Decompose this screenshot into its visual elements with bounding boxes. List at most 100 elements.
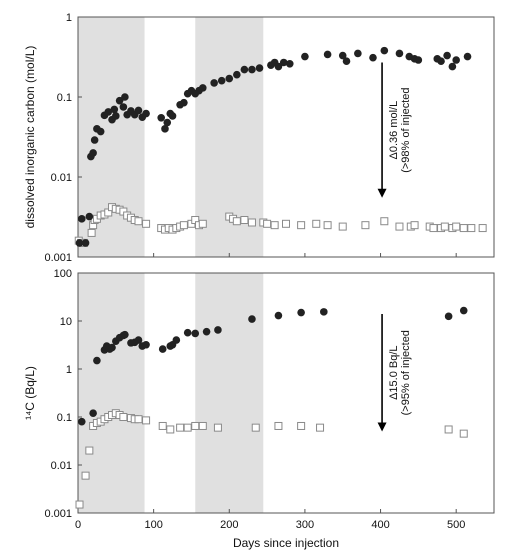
- data-point-filled: [119, 103, 128, 111]
- data-point-open: [213, 423, 222, 432]
- data-point-open: [316, 423, 325, 432]
- x-tick-label: 400: [371, 519, 389, 531]
- data-point-filled: [443, 51, 451, 60]
- data-point-filled: [157, 113, 165, 122]
- y-tick-label: 10: [60, 316, 72, 328]
- data-point-filled: [274, 311, 283, 320]
- data-point-filled: [354, 49, 362, 58]
- y-tick-label: 0.01: [51, 172, 72, 184]
- data-point-filled: [75, 239, 84, 247]
- data-point-filled: [77, 417, 86, 426]
- x-tick-label: 300: [296, 519, 314, 531]
- y-tick-label: 100: [54, 268, 72, 280]
- data-point-open: [119, 413, 128, 421]
- plot-border: [77, 16, 495, 258]
- data-point-filled: [301, 52, 309, 61]
- x-axis-label: Days since injection: [233, 536, 339, 550]
- data-point-open: [85, 446, 94, 455]
- data-point-filled: [172, 336, 181, 344]
- y-tick-label: 0.001: [44, 508, 72, 520]
- shaded-region: [195, 273, 264, 513]
- data-point-filled: [161, 125, 169, 133]
- y-tick-label: 0.1: [57, 92, 72, 104]
- x-tick-label: 500: [447, 519, 465, 531]
- data-point-open: [81, 471, 90, 480]
- data-point-open: [166, 425, 175, 434]
- data-point-filled: [104, 108, 113, 116]
- data-point-open: [134, 217, 143, 226]
- data-point-open: [444, 425, 453, 434]
- data-point-open: [395, 222, 404, 231]
- data-point-open: [478, 224, 487, 233]
- data-point-filled: [248, 65, 256, 74]
- annotation-line-1: Δ0.36 mol/L: [388, 101, 400, 160]
- data-point-filled: [448, 62, 457, 71]
- injection-annotation: Δ0.36 mol/L (>98% of injected: [377, 62, 412, 198]
- data-point-filled: [320, 308, 328, 316]
- data-point-filled: [452, 56, 460, 64]
- x-tick-label: 0: [75, 519, 81, 531]
- data-point-open: [134, 415, 143, 424]
- shaded-regions: [78, 273, 264, 513]
- data-point-filled: [369, 53, 377, 62]
- data-point-filled: [225, 74, 234, 83]
- panel-c14: 0.001 0.01 0.1 1 10 100 0 100 200 300 400 500 Δ15.…: [23, 268, 495, 531]
- data-point-open: [361, 221, 370, 230]
- data-point-filled: [437, 57, 445, 66]
- series-open-squares: [75, 409, 468, 509]
- data-point-open: [440, 222, 449, 231]
- data-point-filled: [217, 76, 226, 85]
- data-point-filled: [255, 64, 264, 72]
- data-point-filled: [297, 308, 305, 317]
- data-point-open: [429, 224, 438, 233]
- data-point-filled: [89, 409, 97, 417]
- data-point-open: [198, 421, 207, 430]
- data-point-open: [274, 421, 283, 430]
- data-point-open: [459, 429, 468, 438]
- annotation-line-2: (>95% of injected: [400, 330, 412, 415]
- data-point-filled: [180, 98, 188, 107]
- x-tick-label: 200: [220, 519, 238, 531]
- data-point-open: [338, 222, 347, 231]
- data-point-filled: [463, 52, 472, 61]
- data-point-filled: [202, 327, 211, 336]
- data-point-open: [232, 217, 241, 226]
- data-point-open: [158, 421, 167, 430]
- data-point-filled: [121, 93, 129, 101]
- data-point-filled: [85, 212, 94, 221]
- annotation-line-1: Δ15.0 Bq/L: [388, 345, 400, 399]
- data-point-open: [297, 421, 306, 430]
- data-point-filled: [81, 239, 90, 247]
- y-axis: 0.001 0.01 0.1 1 10 100: [44, 268, 82, 520]
- data-point-filled: [214, 326, 222, 334]
- data-point-open: [270, 221, 279, 230]
- data-point-filled: [248, 315, 256, 323]
- panel-dic: 0.001 0.01 0.1 1 Δ0.36 mol/L (>98% of injec…: [23, 12, 495, 264]
- x-tick-label: 100: [144, 519, 162, 531]
- arrow-down-icon: [377, 188, 387, 198]
- data-point-filled: [121, 330, 129, 339]
- y-axis-label: ¹⁴C (Bq/L): [23, 366, 37, 420]
- data-point-filled: [274, 62, 283, 71]
- annotation-line-2: (>98% of injected: [400, 87, 412, 172]
- data-point-filled: [112, 112, 120, 120]
- series-filled-circles: [77, 306, 468, 426]
- plot-frame: [77, 272, 495, 514]
- data-point-filled: [279, 58, 288, 67]
- data-point-filled: [134, 336, 143, 344]
- data-point-filled: [395, 49, 404, 58]
- data-point-filled: [380, 46, 389, 55]
- data-point-open: [282, 219, 290, 228]
- data-point-filled: [90, 136, 99, 144]
- data-point-filled: [89, 149, 97, 157]
- data-point-open: [467, 224, 476, 233]
- data-point-filled: [115, 96, 124, 105]
- data-point-filled: [142, 109, 150, 118]
- data-point-open: [198, 219, 207, 228]
- data-point-open: [75, 500, 84, 509]
- plot-border: [77, 272, 495, 514]
- data-point-filled: [342, 57, 351, 66]
- data-point-open: [142, 219, 151, 228]
- data-point-filled: [414, 56, 423, 64]
- data-point-filled: [210, 79, 218, 87]
